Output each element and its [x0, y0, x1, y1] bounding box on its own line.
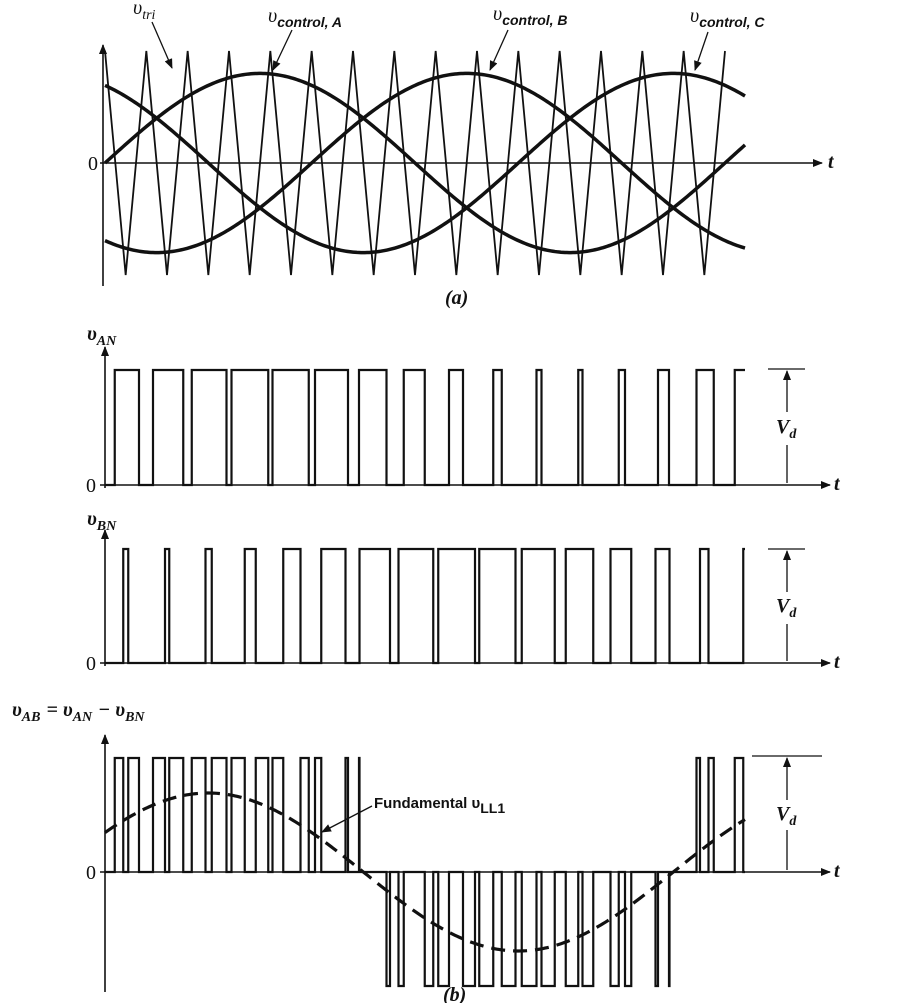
vbn-wave [105, 547, 745, 665]
origin-label: 0 [88, 153, 98, 175]
fundamental-label: Fundamental υLL1 [374, 795, 505, 816]
axis-label: t [834, 860, 841, 882]
caption: (b) [443, 984, 466, 1003]
control-a-label: υcontrol, A [268, 5, 342, 30]
control-wave [104, 71, 746, 255]
leader [151, 21, 173, 69]
level-label: Vd [776, 416, 797, 442]
control-wave [104, 71, 746, 255]
vbn-label: υBN [87, 508, 117, 534]
axis-label: t [828, 151, 835, 173]
fundamental-wave [104, 791, 746, 953]
origin-label: 0 [86, 862, 96, 884]
vab-label: υAB = υAN − υBN [12, 699, 145, 725]
control-wave [103, 71, 747, 255]
tri-label: υtri [133, 0, 156, 23]
vab-wave [105, 756, 745, 988]
axis-label: t [834, 651, 841, 673]
caption: (a) [445, 287, 468, 309]
leader [272, 29, 293, 71]
leader [694, 31, 709, 71]
control-b-label: υcontrol, B [493, 3, 568, 28]
triangle-carrier [104, 50, 726, 276]
van-label: υAN [87, 323, 117, 349]
origin-label: 0 [86, 475, 96, 497]
van-wave [105, 368, 745, 487]
axis-label: t [834, 473, 841, 495]
level-label: Vd [776, 803, 797, 829]
leader [489, 29, 509, 71]
control-c-label: υcontrol, C [690, 5, 765, 30]
origin-label: 0 [86, 653, 96, 675]
level-label: Vd [776, 595, 797, 621]
